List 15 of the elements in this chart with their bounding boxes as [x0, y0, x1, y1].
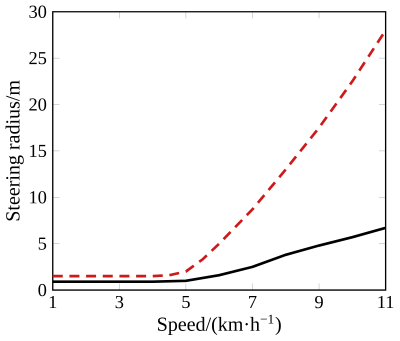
y-tick-label: 5	[38, 238, 46, 250]
y-tick-label: 30	[29, 6, 46, 18]
x-tick-label: 1	[50, 296, 56, 308]
x-tick-label: 11	[378, 296, 394, 308]
y-tick-label: 15	[30, 144, 46, 158]
y-tick-label: 25	[29, 52, 46, 64]
x-tick-label: 3	[116, 296, 124, 308]
y-tick-label: 0	[38, 284, 46, 296]
x-tick-label: 7	[249, 296, 257, 308]
x-axis-title: Speed/(km·h$^{−1}$)	[158, 314, 281, 336]
y-tick-label: 10	[30, 191, 46, 204]
x-tick-label: 9	[315, 296, 323, 308]
x-tick-label: 5	[182, 296, 190, 308]
y-axis-title: Steering radius/m	[6, 80, 24, 221]
y-tick-label: 20	[29, 98, 46, 111]
